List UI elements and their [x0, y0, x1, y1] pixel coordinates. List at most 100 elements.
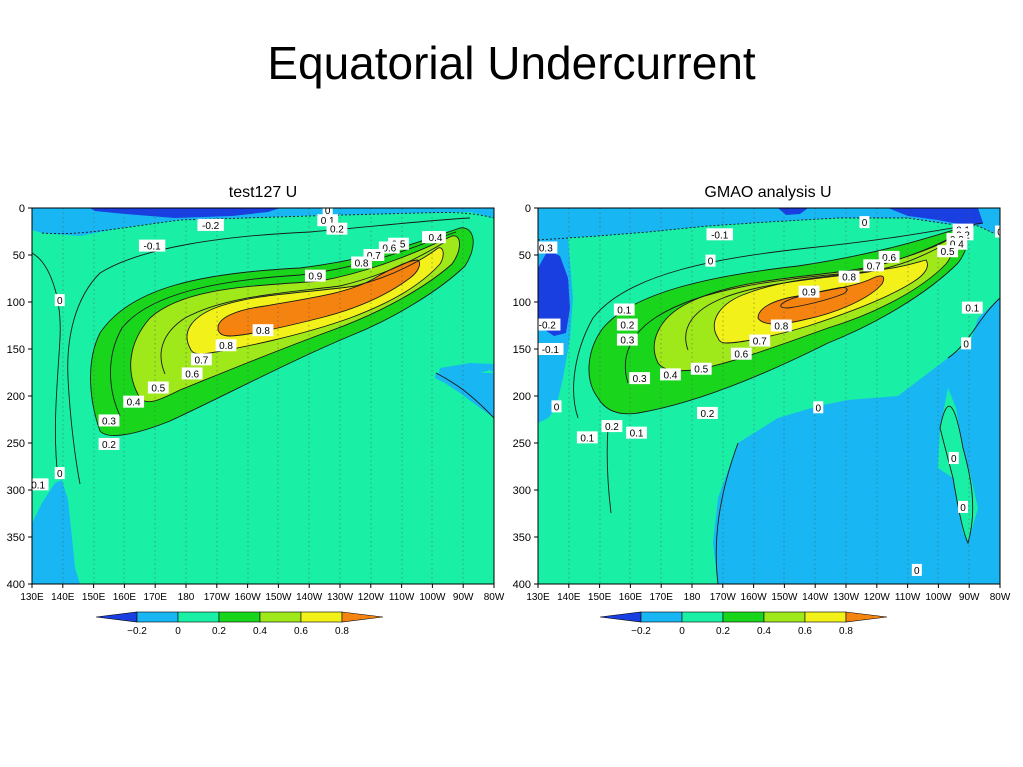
contour-chart-gmao: GMAO analysis U — [513, 184, 1011, 637]
contour-label-text: 0.8 — [256, 326, 270, 337]
contour-field: 0-0.20.10.2-0.10.30.40.50.60.70.80.900.8… — [32, 206, 494, 584]
contour-label: 0.2 — [601, 420, 623, 433]
colorbar: −0.2 0 0.2 0.4 0.6 0.8 — [599, 611, 888, 637]
y-tick-label: 200 — [7, 391, 25, 403]
x-tick-label: 150W — [771, 592, 798, 603]
contour-label: 0 — [961, 337, 972, 350]
contour-label-box — [138, 239, 166, 252]
x-tick-label: 80W — [990, 592, 1011, 603]
colorbar-swatch-lt-neg-0.2 — [599, 611, 642, 623]
contour-label: 0 — [948, 452, 959, 465]
x-tick-label: 160E — [619, 592, 643, 603]
contour-label-text: 0.8 — [774, 322, 788, 333]
y-tick-label: 0 — [19, 203, 25, 215]
contour-label-text: 0.1 — [580, 433, 594, 444]
contour-label-box — [304, 269, 326, 282]
contour-label-text: 0 — [57, 469, 63, 480]
y-tick-label: 100 — [513, 297, 531, 309]
contour-label-text: 0.6 — [185, 369, 199, 380]
y-tick-label: 300 — [513, 485, 531, 497]
contour-label: -0.1 — [538, 343, 564, 356]
contour-label: 0 — [958, 500, 969, 514]
contour-label-box — [690, 362, 712, 375]
contour-labels: 00.10.20.30.40.5-0.10-0.300.60.70.80.90.… — [538, 216, 1003, 577]
contour-field: 00.10.20.30.40.5-0.10-0.300.60.70.80.90.… — [538, 208, 1003, 584]
band-lt-neg-0.2-top — [90, 208, 280, 218]
contour-label-text: -0.2 — [539, 321, 557, 332]
x-tick-label: 180 — [684, 592, 701, 603]
band-neg-0.2-0-southeast — [435, 373, 494, 418]
colorbar-tick-label: 0.2 — [716, 626, 730, 634]
contour-label-text: 0 — [862, 218, 868, 229]
contour-label-text: 0 — [997, 228, 1003, 239]
contour-label-box — [958, 500, 969, 513]
contour-label: 0.5 — [690, 362, 712, 376]
contour-label: 0.8 — [215, 339, 237, 352]
x-tick-label: 140W — [802, 592, 829, 603]
contour-label: 0.8 — [838, 270, 860, 284]
contour-label-text: 0.6 — [734, 350, 748, 361]
contour-label: 0.8 — [252, 324, 274, 337]
contour-label-box — [961, 301, 983, 314]
contour-label-box — [147, 381, 169, 394]
band-gt-0.8 — [758, 276, 884, 324]
contour-label-box — [351, 256, 372, 269]
contour-label: 0 — [705, 254, 716, 268]
contour-label-text: 0 — [815, 403, 821, 414]
contour-label-box — [326, 222, 348, 235]
colorbar-tick-label: 0.4 — [757, 626, 771, 634]
colorbar-swatch — [177, 611, 220, 623]
contour-label-box — [191, 353, 212, 366]
y-tick-label: 50 — [519, 250, 531, 262]
x-tick-label: 170W — [710, 592, 737, 603]
contour-label: 0 — [54, 294, 65, 307]
contour-label: 0 — [995, 225, 1003, 239]
colorbar-tick-label: −0.2 — [631, 626, 651, 634]
contour-label-text: 0.4 — [663, 370, 677, 381]
contour-label-text: 0.7 — [367, 251, 381, 262]
contour-label-box — [54, 294, 65, 307]
contour-label: 0 — [813, 401, 824, 414]
contour-label: -0.1 — [138, 239, 166, 253]
contour-label-text: 0.6 — [382, 243, 396, 254]
contour-label-box — [995, 225, 1000, 238]
contour-label-box — [197, 218, 224, 231]
contour-label-box — [616, 333, 638, 346]
colorbar-swatch-gt-0.8 — [845, 611, 888, 623]
colorbar-tick-label: 0.8 — [839, 626, 853, 634]
contour-label-text: 0.7 — [867, 261, 881, 272]
x-tick-label: 130E — [20, 592, 44, 603]
contour-label: 0.1 — [961, 301, 983, 315]
y-tick-label: 300 — [7, 485, 25, 497]
y-tick-label: 250 — [513, 438, 531, 450]
chart-title: GMAO analysis U — [704, 184, 831, 201]
contour-labels: 0-0.20.10.2-0.10.30.40.50.60.70.80.900.8… — [32, 206, 446, 491]
x-tick-label: 130W — [833, 592, 860, 603]
colorbar-tick-label: 0 — [679, 626, 685, 634]
chart-title: test127 U — [229, 184, 297, 201]
contour-label-box — [425, 231, 446, 244]
contour-label-text: 0.1 — [630, 429, 644, 440]
colorbar-swatch — [136, 611, 179, 623]
y-tick-label: 150 — [513, 344, 531, 356]
colorbar: −0.2 0 0.2 0.4 0.6 0.8 — [95, 611, 384, 637]
colorbar-swatch-gt-0.8 — [341, 611, 384, 623]
contour-label-box — [948, 452, 959, 465]
contour-label: 0.6 — [730, 347, 752, 361]
contour-label-text: 0.8 — [219, 341, 233, 352]
contour-label-text: 0.2 — [605, 422, 619, 433]
contour-label: -0.2 — [197, 218, 224, 232]
colorbar-tick-label: 0.8 — [335, 626, 349, 634]
band-lt-neg-0.2-top — [888, 208, 983, 225]
x-tick-label: 90W — [959, 592, 980, 603]
contour-label-text: 0 — [325, 206, 331, 217]
contour-label-box — [705, 254, 716, 267]
contour-label-text: 0 — [554, 402, 560, 413]
contour-label-box — [551, 400, 562, 413]
contour-label: 0.2 — [98, 437, 120, 451]
contour-label-box — [961, 337, 972, 350]
contour-label: -0.3 — [538, 241, 558, 254]
colorbar-tick-label: 0 — [175, 626, 181, 634]
contour-label: 0.9 — [304, 269, 326, 283]
contour-label-box — [98, 437, 120, 450]
